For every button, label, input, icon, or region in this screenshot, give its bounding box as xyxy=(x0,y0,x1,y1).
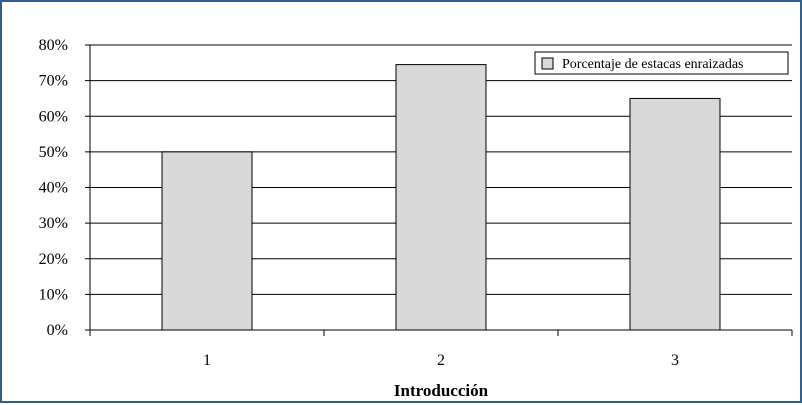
x-axis-ticks: 1 2 3 xyxy=(89,330,793,369)
y-tick-label: 0% xyxy=(47,322,68,339)
legend-swatch xyxy=(541,57,554,70)
x-tick-label: 1 xyxy=(203,352,211,369)
bar xyxy=(161,151,253,331)
bar xyxy=(629,97,721,331)
x-tick-label: 2 xyxy=(437,352,445,369)
bars xyxy=(161,64,721,331)
y-tick-label: 20% xyxy=(39,251,68,268)
legend-box xyxy=(534,51,789,75)
x-axis-title: Introducción xyxy=(394,381,489,400)
legend-label: Porcentaje de estacas enraizadas xyxy=(562,57,744,72)
y-tick-label: 10% xyxy=(39,286,68,303)
x-tick-label: 3 xyxy=(671,352,679,369)
y-tick-label: 70% xyxy=(39,73,68,90)
bar xyxy=(395,64,487,331)
y-tick-label: 40% xyxy=(39,180,68,197)
legend: Porcentaje de estacas enraizadas xyxy=(534,51,789,75)
y-tick-label: 50% xyxy=(39,144,68,161)
y-axis-ticks: 0% 10% 20% 30% 40% 50% 60% 70% 80% xyxy=(39,37,90,339)
y-tick-label: 80% xyxy=(39,37,68,54)
y-tick-label: 30% xyxy=(39,215,68,232)
y-tick-label: 60% xyxy=(39,108,68,125)
